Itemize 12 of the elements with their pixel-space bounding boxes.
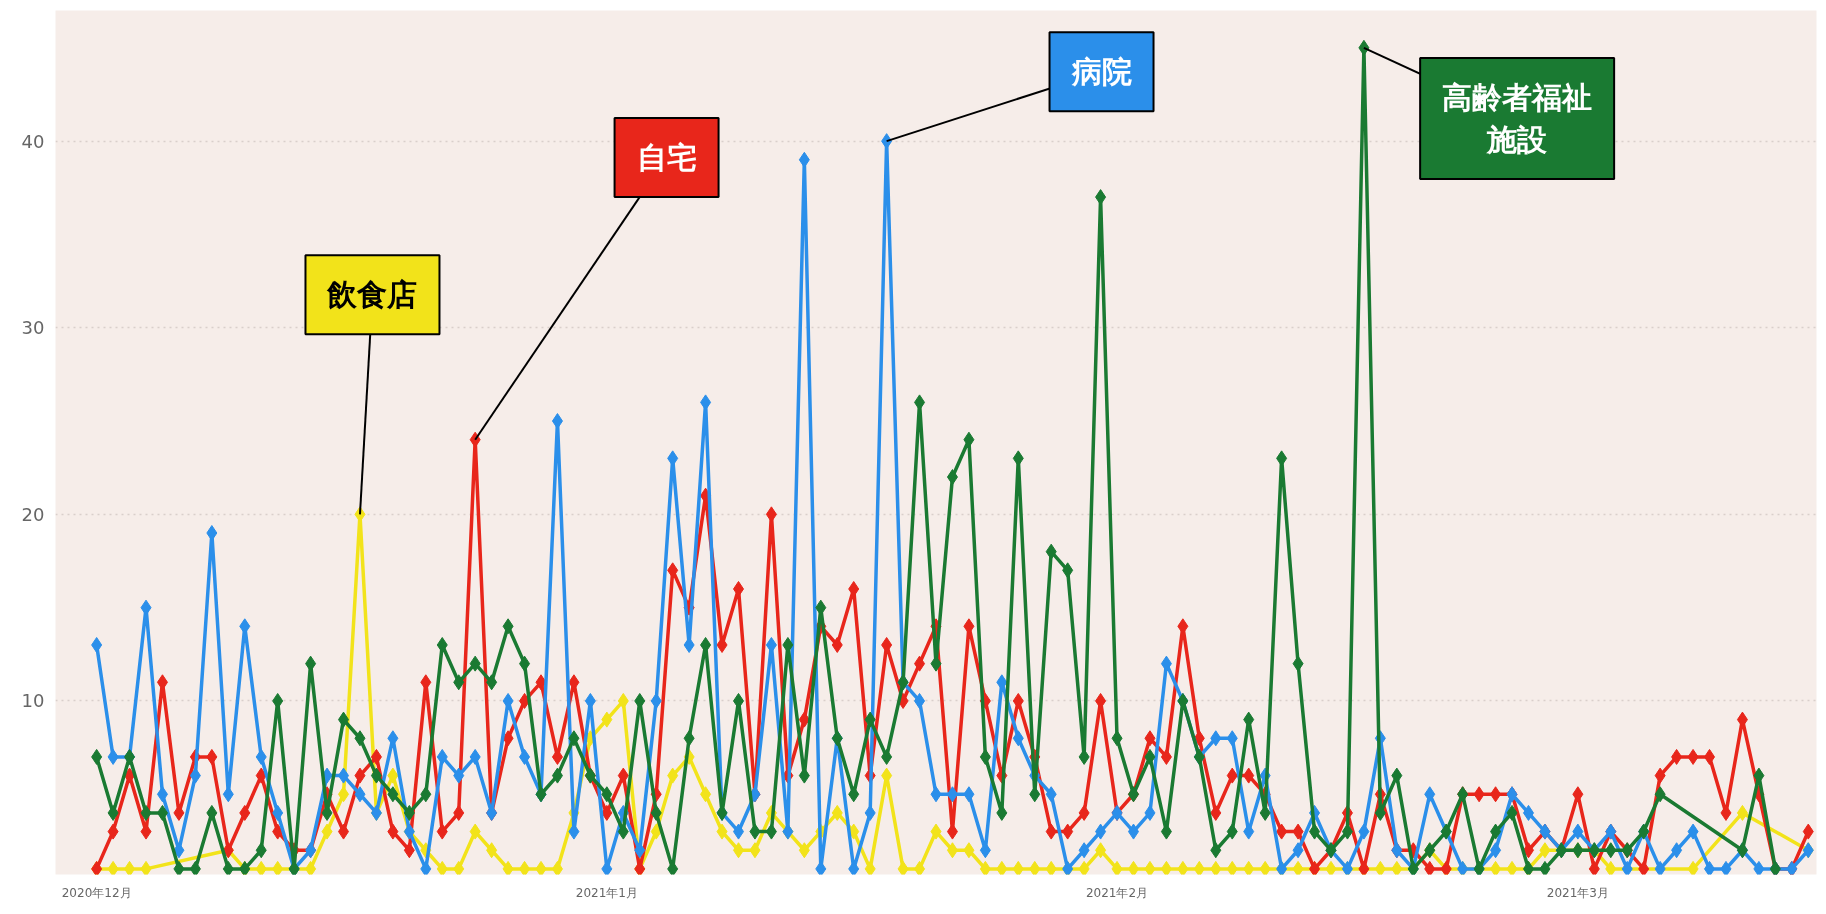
text: 高齢者福祉施設 [1442,80,1593,157]
x-tick-label: 2021年1月 [575,885,638,900]
x-tick-label: 2021年3月 [1546,885,1609,900]
text: 飲食店 [326,277,418,313]
text: 病院 [1070,54,1132,90]
y-tick-label: 40 [21,130,45,152]
text: 自宅 [636,139,697,175]
y-tick-label: 20 [21,503,45,525]
x-tick-label: 2021年2月 [1085,885,1149,900]
y-tick-label: 30 [21,317,45,339]
x-tick-label: 2020年12月 [61,885,132,900]
y-tick-label: 10 [21,690,45,712]
